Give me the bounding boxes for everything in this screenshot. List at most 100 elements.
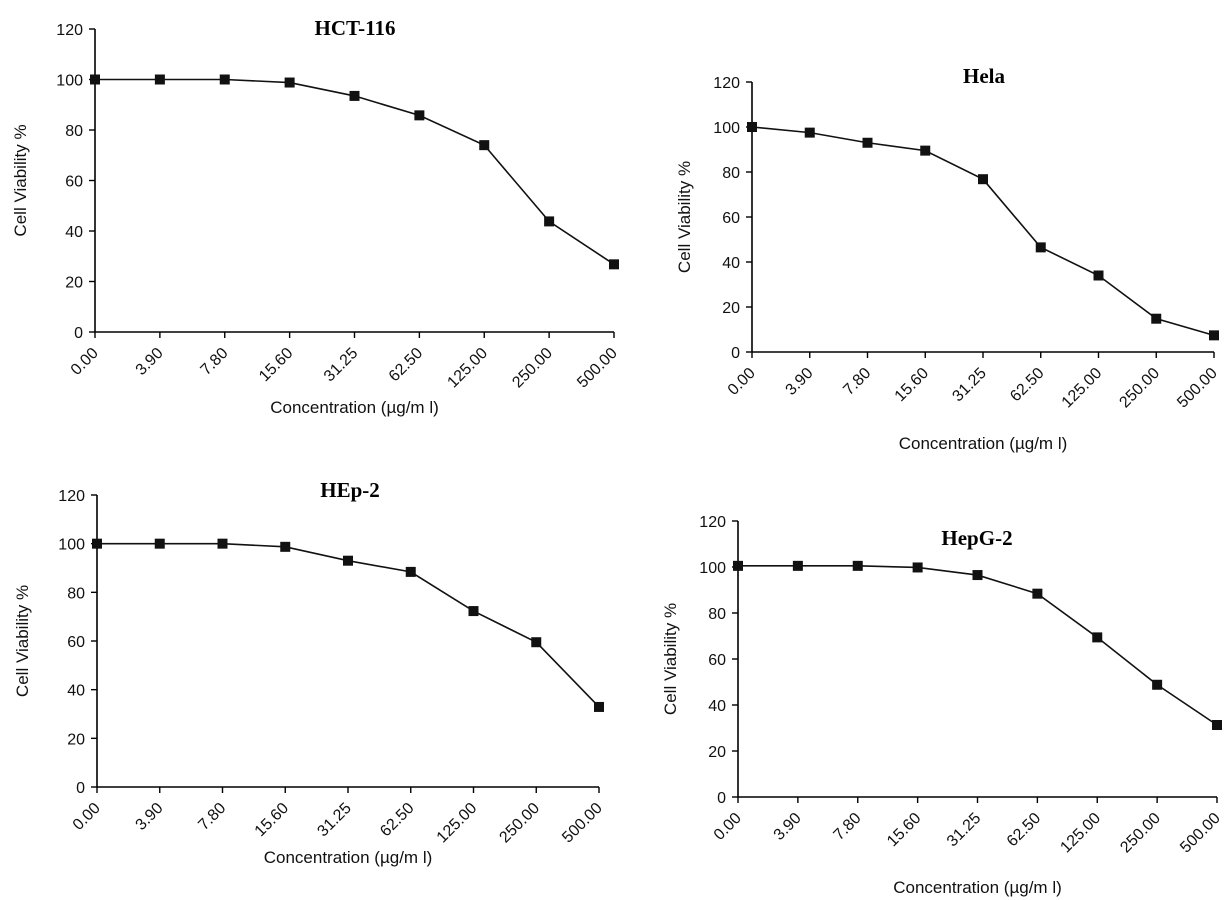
data-point-marker	[479, 140, 490, 151]
x-tick-label: 0.00	[70, 800, 104, 834]
data-point-marker	[217, 538, 228, 549]
y-tick-label: 120	[699, 514, 726, 531]
y-tick-label: 120	[713, 75, 740, 92]
data-point-marker	[920, 145, 931, 156]
x-tick-label: 125.00	[434, 800, 481, 847]
data-point-marker	[284, 77, 295, 88]
y-tick-label: 80	[722, 165, 740, 182]
data-point-marker	[1209, 330, 1219, 341]
x-axis-title: Concentration (µg/m l)	[899, 434, 1068, 453]
chart-title: HEp-2	[320, 478, 380, 502]
data-point-marker	[1032, 588, 1043, 599]
data-point-marker	[747, 122, 757, 132]
x-tick-label: 15.60	[884, 810, 924, 850]
y-tick-label: 100	[699, 560, 726, 577]
data-point-marker	[343, 555, 353, 566]
data-point-marker	[1092, 632, 1103, 643]
y-tick-label: 20	[65, 275, 83, 292]
x-tick-label: 500.00	[1177, 810, 1224, 857]
data-point-marker	[594, 701, 604, 712]
x-tick-label: 500.00	[559, 800, 606, 847]
data-point-marker	[154, 538, 165, 549]
data-point-marker	[90, 74, 100, 85]
x-tick-label: 0.00	[725, 365, 759, 399]
data-point-marker	[414, 110, 425, 121]
x-tick-label: 31.25	[314, 800, 354, 840]
x-tick-label: 15.60	[892, 365, 932, 405]
series-line	[751, 126, 1215, 337]
x-tick-label: 125.00	[444, 345, 491, 392]
x-tick-label: 0.00	[68, 345, 102, 379]
chart-title: HepG-2	[941, 526, 1012, 550]
y-tick-label: 40	[708, 698, 726, 715]
data-point-marker	[972, 570, 983, 581]
x-tick-label: 7.80	[831, 810, 865, 844]
y-tick-label: 100	[713, 120, 740, 137]
data-point-marker	[1093, 270, 1104, 281]
y-tick-label: 20	[722, 300, 740, 317]
y-axis-title: Cell Viability %	[675, 161, 694, 273]
x-tick-label: 15.60	[256, 345, 296, 385]
y-tick-label: 20	[67, 731, 85, 748]
x-tick-label: 31.25	[321, 345, 361, 385]
data-point-marker	[1152, 679, 1163, 690]
data-point-marker	[468, 606, 479, 617]
y-tick-label: 0	[74, 325, 83, 342]
data-point-marker	[1212, 720, 1222, 731]
data-point-marker	[1035, 242, 1046, 253]
data-point-marker	[792, 560, 803, 571]
x-tick-label: 500.00	[1174, 365, 1221, 412]
data-point-marker	[349, 90, 360, 101]
data-point-marker	[531, 637, 542, 648]
x-tick-label: 3.90	[783, 365, 817, 399]
y-axis-title: Cell Viability %	[13, 585, 32, 697]
x-tick-label: 62.50	[377, 800, 417, 840]
data-point-marker	[92, 538, 102, 549]
data-point-marker	[852, 560, 863, 571]
y-tick-label: 80	[65, 123, 83, 140]
series-line	[738, 565, 1218, 726]
x-tick-label: 250.00	[1117, 810, 1164, 857]
series-line	[97, 542, 600, 708]
x-tick-label: 500.00	[574, 345, 621, 392]
x-tick-label: 125.00	[1057, 810, 1104, 857]
x-tick-label: 7.80	[198, 345, 232, 379]
x-tick-label: 250.00	[1116, 365, 1163, 412]
x-axis-title: Concentration (µg/m l)	[264, 848, 433, 867]
x-tick-label: 62.50	[1007, 365, 1047, 405]
x-tick-label: 7.80	[195, 800, 229, 834]
x-axis-title: Concentration (µg/m l)	[893, 878, 1062, 897]
data-point-marker	[912, 562, 923, 573]
data-point-marker	[862, 137, 873, 148]
chart-panel-1: HCT-116 0 20 40 60 80 100 120 0.00 3.90 7.80 15.60 3…	[11, 16, 621, 417]
y-tick-label: 0	[731, 345, 740, 362]
data-point-marker	[609, 259, 619, 270]
x-tick-label: 31.25	[944, 810, 984, 850]
x-tick-label: 250.00	[496, 800, 543, 847]
x-tick-label: 250.00	[509, 345, 556, 392]
y-tick-label: 80	[67, 585, 85, 602]
chart-panel-3: HEp-2 0 20 40 60 80 100 120 0.00 3.90 7.80 15.60 31.…	[13, 478, 606, 867]
x-tick-label: 7.80	[840, 365, 874, 399]
chart-title: HCT-116	[315, 16, 396, 40]
y-tick-label: 40	[67, 683, 85, 700]
y-tick-label: 100	[58, 537, 85, 554]
data-point-marker	[978, 174, 988, 185]
y-tick-label: 100	[56, 73, 83, 90]
x-axis-title: Concentration (µg/m l)	[270, 398, 439, 417]
data-point-marker	[804, 127, 815, 138]
y-tick-label: 120	[58, 488, 85, 505]
y-axis-title: Cell Viability %	[661, 603, 680, 715]
data-point-marker	[405, 566, 416, 577]
chart-panel-2: Hela 0 20 40 60 80 100 120 0.00 3.90 7.80 15.60 31.2…	[675, 64, 1221, 453]
y-tick-label: 80	[708, 606, 726, 623]
y-tick-label: 40	[722, 255, 740, 272]
x-tick-label: 62.50	[386, 345, 426, 385]
data-point-marker	[544, 216, 555, 227]
y-tick-label: 60	[65, 174, 83, 191]
chart-title: Hela	[963, 64, 1005, 88]
x-tick-label: 3.90	[771, 810, 805, 844]
x-tick-label: 15.60	[252, 800, 292, 840]
y-tick-label: 60	[708, 652, 726, 669]
